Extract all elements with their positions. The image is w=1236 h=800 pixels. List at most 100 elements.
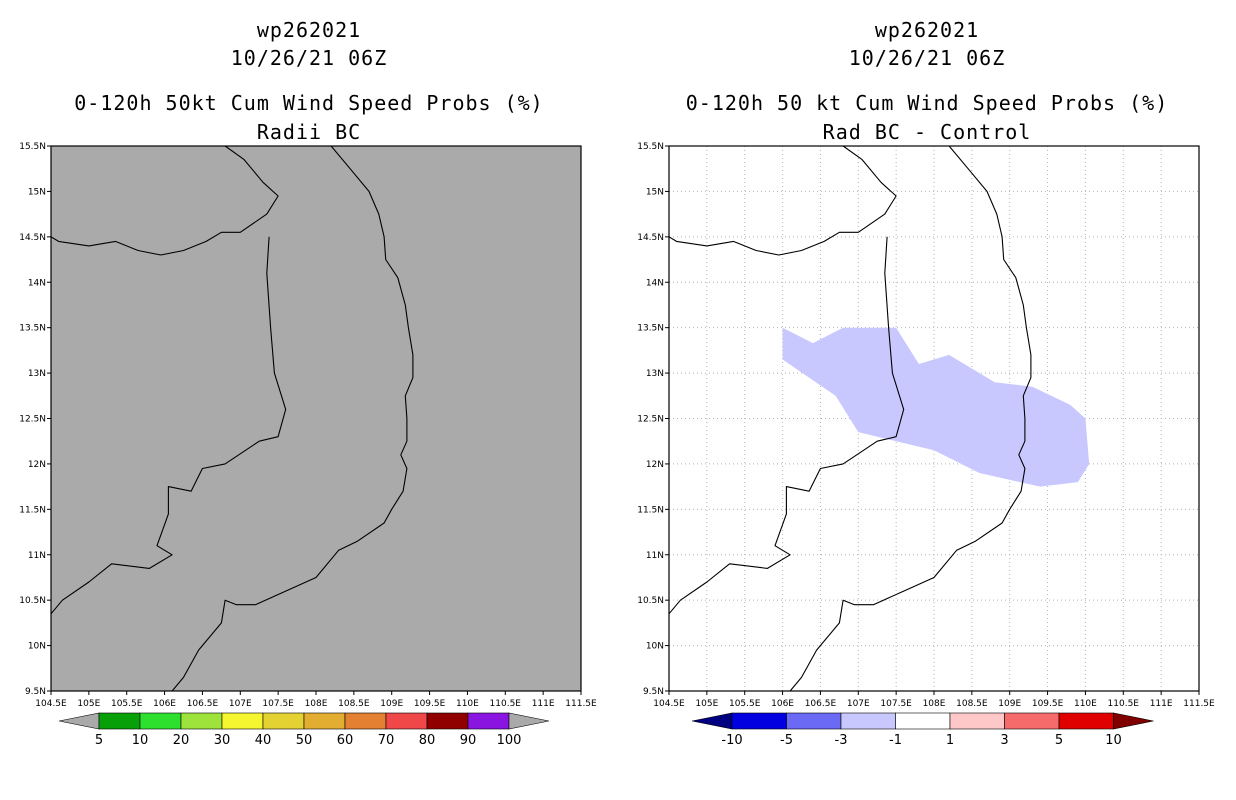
border-line [668, 236, 905, 615]
lat-tick-label: 15N [28, 187, 46, 197]
colorbar-segment [344, 712, 387, 730]
lon-tick-label: 109E [998, 699, 1021, 709]
colorbar-label: 80 [419, 733, 436, 748]
lon-tick-label: 110.5E [490, 699, 522, 709]
colorbar: 5 10 20 30 40 50 60 70 80 90 100 [58, 712, 550, 748]
lon-tick-label: 111.5E [565, 699, 597, 709]
map-background [51, 146, 581, 691]
lon-tick-label: 111E [532, 699, 555, 709]
lon-tick-label: 108E [305, 699, 328, 709]
colorbar-label: -10 [721, 733, 742, 748]
coastline [789, 145, 1032, 692]
difference-map: 104.5E 105E 105.5E 106E 106.5E 107E 107.5E 108E… [637, 142, 1215, 709]
lon-tick-label: 106E [153, 699, 176, 709]
lat-tick-label: 15.5N [637, 142, 664, 152]
lon-tick-label: 106.5E [187, 699, 219, 709]
coastline [171, 145, 414, 692]
colorbar-segment [221, 712, 264, 730]
lon-tick-label: 111.5E [1183, 699, 1215, 709]
lon-tick-label: 106E [771, 699, 794, 709]
colorbar-segment [467, 712, 510, 730]
colorbar-segment [426, 712, 469, 730]
lon-tick-label: 109.5E [1032, 699, 1064, 709]
lon-tick-label: 105.5E [111, 699, 143, 709]
lat-tick-label: 10N [646, 642, 664, 652]
product-title: 0-120h 50 kt Cum Wind Speed Probs (%) [685, 91, 1169, 115]
colorbar-segment [262, 712, 305, 730]
colorbar-label: 5 [95, 733, 103, 748]
colorbar-label: 30 [214, 733, 231, 748]
lat-tick-label: 11N [28, 551, 46, 561]
colorbar-label: 70 [378, 733, 395, 748]
lat-tick-label: 14.5N [637, 233, 664, 243]
lon-tick-label: 105.5E [729, 699, 761, 709]
lat-tick-label: 12.5N [19, 415, 46, 425]
colorbar-label: -3 [835, 733, 848, 748]
lon-tick-label: 107E [229, 699, 252, 709]
product-title: 0-120h 50kt Cum Wind Speed Probs (%) [74, 91, 544, 115]
colorbar-segment [1058, 712, 1114, 730]
colorbar-segment [385, 712, 428, 730]
lat-tick-label: 13.5N [19, 324, 46, 334]
datetime-title: 10/26/21 06Z [848, 46, 1006, 70]
lon-tick-label: 107E [847, 699, 870, 709]
colorbar-segment [139, 712, 182, 730]
lat-tick-label: 13.5N [637, 324, 664, 334]
storm-id-title: wp262021 [256, 18, 362, 42]
colorbar-segment [949, 712, 1005, 730]
lon-tick-label: 104.5E [35, 699, 67, 709]
colorbar-segment [1004, 712, 1060, 730]
datetime-title: 10/26/21 06Z [230, 46, 388, 70]
lat-tick-label: 10N [28, 642, 46, 652]
lat-tick-label: 13N [28, 369, 46, 379]
lat-tick-label: 15.5N [19, 142, 46, 152]
lat-tick-label: 12N [28, 460, 46, 470]
lat-tick-label: 12.5N [637, 415, 664, 425]
border-line [668, 145, 897, 256]
lon-tick-label: 110E [1074, 699, 1097, 709]
lon-tick-label: 108.5E [338, 699, 370, 709]
colorbar-label: 40 [255, 733, 272, 748]
colorbar: -10 -5 -3 -1 1 3 5 10 [691, 712, 1154, 748]
lat-tick-label: 12N [646, 460, 664, 470]
lon-tick-label: 110.5E [1108, 699, 1140, 709]
lat-tick-label: 10.5N [19, 596, 46, 606]
lon-tick-label: 104.5E [653, 699, 685, 709]
difference-area [782, 327, 1090, 487]
lon-tick-label: 105E [77, 699, 100, 709]
colorbar-label: 100 [497, 733, 522, 748]
lon-tick-label: 111E [1150, 699, 1173, 709]
border-line [50, 145, 279, 256]
colorbar-segment [180, 712, 223, 730]
lat-tick-label: 9.5N [643, 687, 664, 697]
lon-tick-label: 110E [456, 699, 479, 709]
colorbar-label: 20 [173, 733, 190, 748]
colorbar-label: 3 [1000, 733, 1008, 748]
colorbar-label: 10 [1105, 733, 1122, 748]
lon-tick-label: 107.5E [880, 699, 912, 709]
lon-tick-label: 107.5E [262, 699, 294, 709]
colorbar-segment [786, 712, 842, 730]
colorbar-end-left [691, 712, 733, 730]
colorbar-segment [98, 712, 141, 730]
colorbar-end-left [58, 712, 100, 730]
lon-tick-label: 106.5E [805, 699, 837, 709]
lat-tick-label: 14.5N [19, 233, 46, 243]
lat-tick-label: 13N [646, 369, 664, 379]
colorbar-label: 60 [337, 733, 354, 748]
border-line [50, 236, 287, 615]
lat-tick-label: 14N [28, 278, 46, 288]
colorbar-label: -1 [889, 733, 902, 748]
colorbar-segment [303, 712, 346, 730]
colorbar-label: 5 [1055, 733, 1063, 748]
right-panel: wp262021 10/26/21 06Z 0-120h 50 kt Cum W… [618, 0, 1236, 800]
colorbar-segment [895, 712, 951, 730]
lat-tick-label: 15N [646, 187, 664, 197]
colorbar-end-right [508, 712, 550, 730]
colorbar-label: 90 [460, 733, 477, 748]
colorbar-label: 1 [946, 733, 954, 748]
lat-tick-label: 11.5N [637, 505, 664, 515]
lon-tick-label: 105E [695, 699, 718, 709]
lon-tick-label: 108E [923, 699, 946, 709]
lat-tick-label: 11N [646, 551, 664, 561]
